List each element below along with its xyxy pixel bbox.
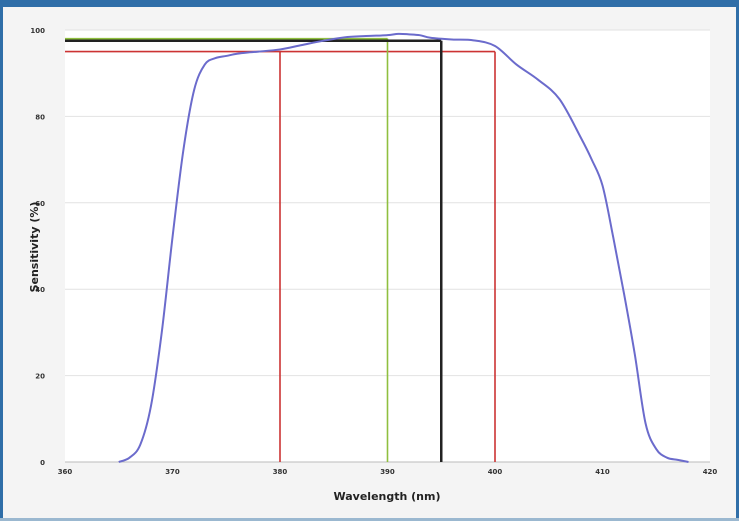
y-axis-title: Sensitivity (%): [28, 202, 41, 293]
x-tick-labels: 360 370 380 390 400 410 420: [58, 468, 718, 476]
x-tick-label-410: 410: [595, 468, 610, 476]
y-tick-label-20: 20: [35, 373, 45, 381]
y-tick-label-0: 0: [40, 459, 45, 467]
y-tick-label-80: 80: [35, 113, 45, 121]
window-left-border: [0, 0, 3, 521]
reference-lines: [65, 37, 496, 462]
window-right-border: [736, 0, 739, 521]
x-tick-label-370: 370: [165, 468, 180, 476]
y-tick-labels: 0 20 40 60 80 100: [30, 27, 45, 467]
x-axis-title: Wavelength (nm): [334, 490, 441, 503]
x-tick-label-360: 360: [58, 468, 73, 476]
window-top-bar: [0, 0, 739, 7]
y-tick-label-40: 40: [35, 286, 45, 294]
window-bottom-border: [0, 518, 739, 521]
x-tick-label-380: 380: [273, 468, 288, 476]
y-tick-label-100: 100: [30, 27, 45, 35]
y-tick-label-60: 60: [35, 200, 45, 208]
x-tick-label-420: 420: [703, 468, 718, 476]
sensitivity-curve: [118, 32, 689, 463]
x-tick-label-390: 390: [380, 468, 395, 476]
x-tick-label-400: 400: [488, 468, 503, 476]
